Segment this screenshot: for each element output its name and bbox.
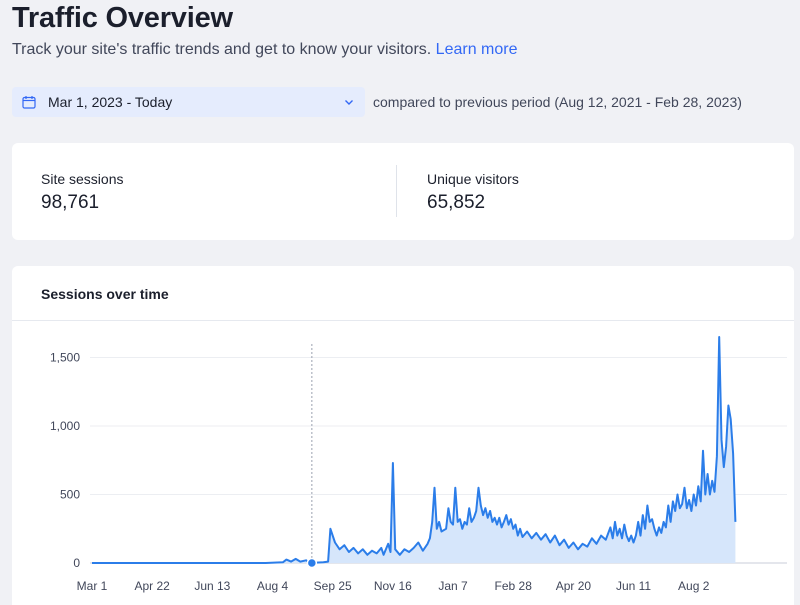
- sessions-chart-card: Sessions over time 0 500 1,000 1,500 Mar 1 Ap…: [12, 266, 794, 605]
- y-tick-label: 1,500: [50, 351, 80, 365]
- subtitle-text: Track your site's traffic trends and get…: [12, 41, 432, 58]
- x-tick-label: Jun 13: [194, 579, 230, 593]
- x-tick-label: Aug 4: [257, 579, 289, 593]
- metric-divider: [396, 165, 397, 217]
- x-tick-label: Feb 28: [495, 579, 533, 593]
- series-area-sessions: [92, 337, 736, 563]
- date-range-value: Mar 1, 2023 - Today: [48, 94, 173, 110]
- metric-label: Site sessions: [41, 171, 124, 187]
- metrics-card: Site sessions 98,761 Unique visitors 65,…: [12, 143, 794, 240]
- metric-site-sessions: Site sessions 98,761: [41, 171, 123, 214]
- page-subtitle: Track your site's traffic trends and get…: [12, 41, 518, 59]
- page-title: Traffic Overview: [12, 2, 233, 34]
- chart-header-divider: [12, 320, 794, 321]
- x-tick-label: Nov 16: [374, 579, 412, 593]
- y-tick-label: 0: [73, 556, 80, 570]
- comparison-period-text: compared to previous period (Aug 12, 202…: [373, 94, 742, 110]
- hover-point: [306, 557, 318, 569]
- x-tick-label: Jan 7: [438, 579, 468, 593]
- calendar-icon: [22, 96, 36, 109]
- metric-value: 98,761: [41, 192, 100, 213]
- x-tick-label: Aug 2: [678, 579, 710, 593]
- y-tick-label: 1,000: [50, 419, 80, 433]
- x-tick-label: Apr 20: [556, 579, 592, 593]
- chart-title: Sessions over time: [41, 286, 169, 302]
- metric-label: Unique visitors: [427, 171, 519, 187]
- x-tick-label: Jun 11: [616, 579, 651, 593]
- metric-unique-visitors: Unique visitors 65,852: [427, 171, 519, 214]
- date-range-picker[interactable]: Mar 1, 2023 - Today: [12, 87, 365, 117]
- y-tick-label: 500: [60, 488, 80, 502]
- x-tick-label: Mar 1: [77, 579, 108, 593]
- x-tick-label: Apr 22: [134, 579, 170, 593]
- x-tick-label: Sep 25: [314, 579, 352, 593]
- metric-value: 65,852: [427, 192, 486, 213]
- chevron-down-icon: [345, 100, 353, 105]
- learn-more-link[interactable]: Learn more: [435, 41, 518, 58]
- sessions-chart[interactable]: 0 500 1,000 1,500 Mar 1 Apr 22 Jun 13 Aug 4 Sep …: [12, 266, 794, 605]
- series-line-sessions: [92, 336, 737, 564]
